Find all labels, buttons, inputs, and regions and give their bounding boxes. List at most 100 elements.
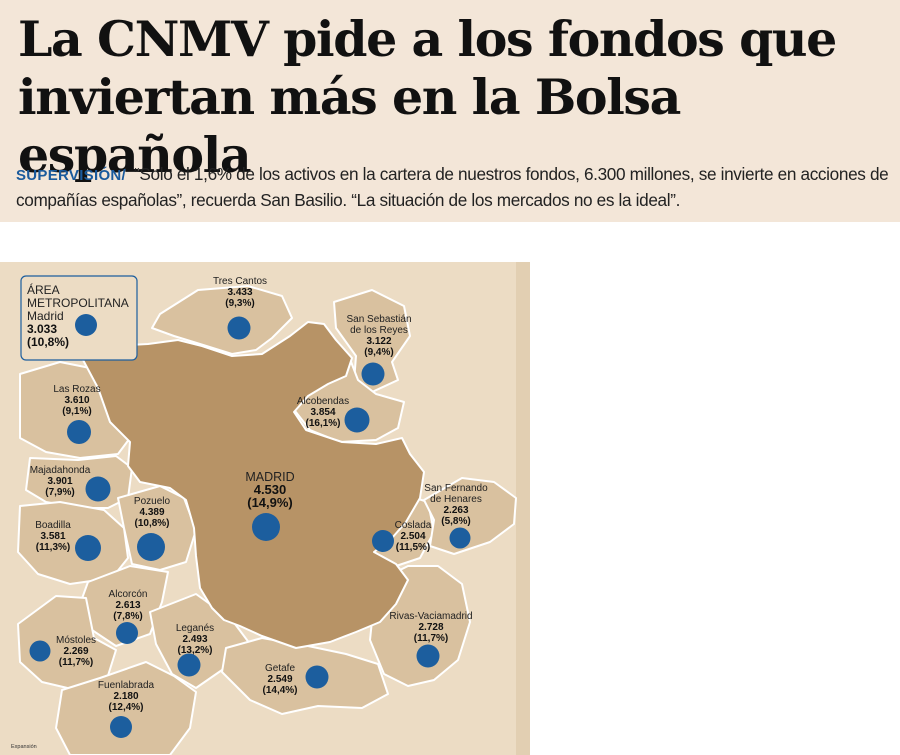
- dot-coslada: [372, 530, 394, 552]
- page-fold: [516, 262, 530, 755]
- lead-text: “Solo el 1,6% de los activos en la carte…: [16, 164, 889, 210]
- value-las-rozas: 3.610: [64, 395, 89, 406]
- dot-san-sebastian: [361, 362, 385, 386]
- value-san-sebastian: 3.122: [366, 336, 391, 347]
- pct-coslada: (11,5%): [396, 542, 430, 553]
- marker-fuenlabrada: Fuenlabrada 2.180 (12,4%): [98, 680, 155, 738]
- graphic-credit: Expansión: [11, 744, 37, 750]
- marker-san-sebastian: San Sebastián de los Reyes 3.122 (9,4%): [346, 314, 412, 386]
- label-tres-cantos: Tres Cantos: [213, 276, 267, 287]
- label-san-fernando-2: de Henares: [430, 494, 482, 505]
- label-coslada: Coslada: [395, 520, 432, 531]
- shape-tres-cantos: [151, 285, 293, 355]
- value-alcorcon: 2.613: [115, 600, 140, 611]
- pct-rivas: (11,7%): [414, 633, 448, 644]
- headline-line-2: inviertan más en la Bolsa española: [18, 68, 681, 184]
- shape-mostoles: [17, 595, 117, 691]
- marker-las-rozas: Las Rozas 3.610 (9,1%): [53, 384, 101, 444]
- value-rivas: 2.728: [418, 622, 443, 633]
- value-leganes: 2.493: [182, 634, 207, 645]
- shape-san-fernando: [423, 477, 517, 555]
- pct-fuenlabrada: (12,4%): [108, 702, 143, 713]
- shape-majadahonda: [25, 455, 133, 509]
- pct-tres-cantos: (9,3%): [225, 298, 254, 309]
- section-kicker: SUPERVISIÓN/: [16, 167, 127, 184]
- lead-paragraph: SUPERVISIÓN/“Solo el 1,6% de los activos…: [16, 162, 894, 212]
- marker-mostoles: Móstoles 2.269 (11,7%): [29, 635, 96, 668]
- label-getafe: Getafe: [265, 663, 295, 674]
- label-alcorcon: Alcorcón: [109, 589, 148, 600]
- label-boadilla: Boadilla: [35, 520, 71, 531]
- marker-majadahonda: Majadahonda 3.901 (7,9%): [30, 465, 111, 502]
- shape-san-sebastian: [333, 289, 411, 393]
- dot-san-fernando: [449, 527, 471, 549]
- label-san-fernando: San Fernando: [424, 483, 488, 494]
- dot-fuenlabrada: [110, 716, 132, 738]
- dot-rivas: [416, 644, 440, 668]
- value-san-fernando: 2.263: [443, 505, 468, 516]
- dot-las-rozas: [67, 420, 91, 444]
- headline: La CNMV pide a los fondos que inviertan …: [18, 10, 888, 184]
- marker-getafe: Getafe 2.549 (14,4%): [262, 663, 329, 696]
- value-boadilla: 3.581: [40, 531, 65, 542]
- pct-las-rozas: (9,1%): [62, 406, 91, 417]
- value-madrid: 4.530: [254, 482, 287, 497]
- value-mostoles: 2.269: [63, 646, 88, 657]
- value-fuenlabrada: 2.180: [113, 691, 138, 702]
- value-majadahonda: 3.901: [47, 476, 72, 487]
- dot-tres-cantos: [227, 316, 251, 340]
- marker-leganes: Leganés 2.493 (13,2%): [176, 623, 214, 677]
- marker-pozuelo: Pozuelo 4.389 (10,8%): [134, 496, 171, 561]
- box-dot: [75, 314, 97, 336]
- dot-alcobendas: [344, 407, 370, 433]
- headline-line-1: La CNMV pide a los fondos que: [18, 10, 837, 68]
- metropolitan-area-box: ÁREA METROPOLITANA Madrid 3.033 (10,8%): [20, 275, 138, 361]
- pct-leganes: (13,2%): [177, 645, 212, 656]
- value-alcobendas: 3.854: [310, 407, 335, 418]
- label-san-sebastian: San Sebastián: [346, 314, 411, 325]
- pct-getafe: (14,4%): [262, 685, 297, 696]
- pct-san-sebastian: (9,4%): [364, 347, 393, 358]
- value-coslada: 2.504: [400, 531, 425, 542]
- marker-alcobendas: Alcobendas 3.854 (16,1%): [297, 396, 370, 433]
- marker-alcorcon: Alcorcón 2.613 (7,8%): [109, 589, 148, 644]
- shape-boadilla: [17, 501, 129, 585]
- shape-fuenlabrada: [55, 661, 197, 755]
- pct-pozuelo: (10,8%): [134, 518, 169, 529]
- box-label-3: Madrid: [27, 309, 64, 323]
- marker-rivas: Rivas-Vaciamadrid 2.728 (11,7%): [389, 611, 473, 668]
- pct-san-fernando: (5,8%): [441, 516, 470, 527]
- value-getafe: 2.549: [267, 674, 292, 685]
- pct-alcobendas: (16,1%): [305, 418, 340, 429]
- pct-mostoles: (11,7%): [59, 657, 93, 668]
- pct-majadahonda: (7,9%): [45, 487, 74, 498]
- label-fuenlabrada: Fuenlabrada: [98, 680, 155, 691]
- dot-pozuelo: [137, 533, 165, 561]
- dot-majadahonda: [85, 476, 111, 502]
- box-label-1: ÁREA: [27, 282, 60, 297]
- label-madrid: MADRID: [245, 470, 294, 484]
- municipality-shapes: [17, 285, 517, 755]
- box-value: 3.033: [27, 322, 57, 336]
- label-las-rozas: Las Rozas: [53, 384, 100, 395]
- box-pct: (10,8%): [27, 335, 69, 349]
- pct-alcorcon: (7,8%): [113, 611, 142, 622]
- box-label-2: METROPOLITANA: [27, 296, 129, 310]
- label-alcobendas: Alcobendas: [297, 396, 349, 407]
- label-mostoles: Móstoles: [56, 635, 96, 646]
- marker-tres-cantos: Tres Cantos 3.433 (9,3%): [213, 276, 267, 340]
- dot-mostoles: [29, 640, 51, 662]
- marker-madrid: MADRID 4.530 (14,9%): [245, 470, 295, 541]
- dot-alcorcon: [116, 622, 138, 644]
- marker-boadilla: Boadilla 3.581 (11,3%): [35, 520, 101, 561]
- marker-coslada: Coslada 2.504 (11,5%): [372, 520, 432, 553]
- dot-boadilla: [75, 535, 101, 561]
- dot-getafe: [305, 665, 329, 689]
- label-rivas: Rivas-Vaciamadrid: [389, 611, 472, 622]
- label-majadahonda: Majadahonda: [30, 465, 91, 476]
- dot-madrid: [252, 513, 280, 541]
- dot-leganes: [177, 653, 201, 677]
- value-tres-cantos: 3.433: [227, 287, 252, 298]
- metropolitan-map: ÁREA METROPOLITANA Madrid 3.033 (10,8%) …: [0, 262, 530, 755]
- label-leganes: Leganés: [176, 623, 214, 634]
